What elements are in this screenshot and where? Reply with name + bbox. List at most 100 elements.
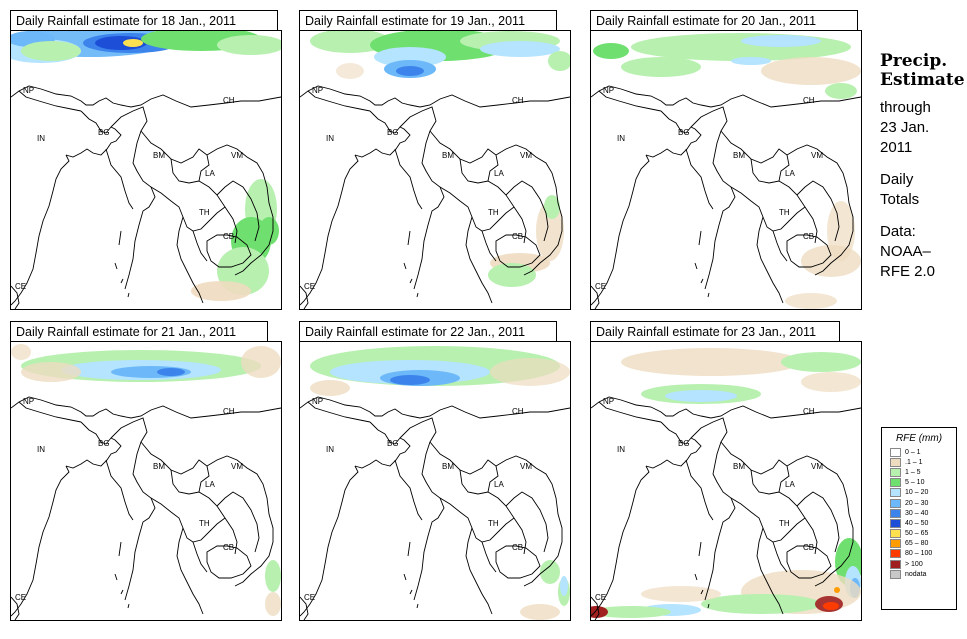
legend-swatch [890, 529, 901, 539]
boundary-line [300, 285, 309, 309]
rainfall-patch [631, 33, 851, 61]
caption-data: Data: [880, 223, 916, 240]
boundary-line [118, 541, 122, 557]
boundary-line [307, 90, 371, 112]
boundary-line [394, 148, 423, 210]
boundary-line [140, 130, 210, 182]
caption-heading-2: Estimate [880, 70, 965, 90]
legend-swatch [890, 488, 901, 498]
boundary-line [465, 216, 493, 304]
boundary-line [354, 421, 411, 469]
country-label: CH [512, 96, 524, 105]
boundary-line [354, 110, 411, 158]
panel-title: Daily Rainfall estimate for 23 Jan., 201… [590, 321, 840, 342]
boundary-line [598, 90, 662, 112]
country-label: IN [37, 134, 45, 143]
rainfall-patch [591, 606, 671, 618]
country-label: CB [223, 543, 234, 552]
country-label: CH [803, 407, 815, 416]
boundary-line [118, 230, 122, 246]
rainfall-patch [217, 35, 281, 55]
rainfall-patch [665, 390, 737, 402]
boundary-line [481, 541, 497, 573]
caption-year: 2011 [880, 139, 913, 156]
legend-item: nodata [882, 569, 956, 579]
boundary-line [114, 262, 118, 270]
boundary-line [429, 130, 499, 182]
boundary-line [786, 545, 832, 579]
boundary-line [495, 455, 563, 587]
rainfall-field [11, 344, 281, 616]
boundary-line [707, 292, 710, 298]
country-label: LA [205, 169, 215, 178]
rainfall-patch [548, 51, 570, 71]
legend-swatch [890, 539, 901, 549]
rainfall-patch [593, 43, 629, 59]
rainfall-patch [191, 281, 251, 301]
country-boundaries [11, 85, 281, 309]
rainfall-patch [488, 263, 536, 287]
rainfall-patch [11, 344, 31, 360]
legend-swatch [890, 508, 901, 518]
country-label: TH [199, 208, 210, 217]
boundary-line [598, 401, 662, 423]
country-label: LA [785, 169, 795, 178]
country-label: BG [387, 439, 399, 448]
legend-item: 30 – 40 [882, 508, 956, 518]
boundary-line [11, 285, 20, 309]
country-label: VM [811, 151, 823, 160]
boundary-line [459, 469, 527, 555]
legend-label: 5 – 10 [905, 479, 925, 487]
caption-date: 23 Jan. [880, 119, 930, 136]
rainfall-patch [310, 31, 390, 53]
rainfall-patch [801, 372, 861, 392]
country-label: CE [15, 593, 26, 602]
legend-item: 1 – 5 [882, 467, 956, 477]
rainfall-patch [761, 57, 861, 85]
boundary-line [150, 497, 226, 543]
rainfall-patch [157, 368, 185, 376]
country-label: BM [733, 462, 745, 471]
panel-title: Daily Rainfall estimate for 19 Jan., 201… [299, 10, 557, 31]
rainfall-field [591, 348, 861, 618]
legend-item: 20 – 30 [882, 498, 956, 508]
country-label: VM [231, 151, 243, 160]
rainfall-patch [374, 47, 446, 67]
boundary-line [150, 186, 226, 232]
boundary-line [720, 441, 790, 493]
boundary-line [206, 234, 252, 268]
boundary-line [399, 106, 445, 290]
boundary-line [216, 491, 260, 553]
rainfall-patch [823, 602, 839, 610]
legend-label: 0 – 1 [905, 448, 921, 456]
boundary-line [409, 278, 413, 284]
legend-label: > 100 [905, 560, 923, 568]
country-label: VM [811, 462, 823, 471]
country-label: BM [153, 151, 165, 160]
boundary-line [591, 596, 600, 620]
boundary-line [694, 262, 698, 270]
boundary-line [505, 491, 549, 553]
boundary-line [192, 541, 208, 573]
country-label: VM [231, 462, 243, 471]
boundary-line [120, 278, 124, 284]
country-label: TH [199, 519, 210, 528]
boundary-line [416, 292, 419, 298]
country-label: BM [442, 462, 454, 471]
boundary-line [403, 262, 407, 270]
boundary-line [170, 469, 238, 555]
caption-daily: Daily [880, 171, 914, 188]
rainfall-map: NP CH BG IN BM VM LA TH CB CE [10, 341, 282, 621]
boundary-line [698, 230, 702, 246]
country-label: CE [595, 593, 606, 602]
boundary-line [796, 491, 840, 553]
boundary-line [700, 589, 704, 595]
country-label: TH [488, 208, 499, 217]
boundary-line [481, 230, 497, 262]
legend-swatch [890, 447, 901, 457]
boundary-line [730, 186, 806, 232]
rainfall-patch [834, 587, 840, 593]
caption-totals: Totals [880, 191, 920, 208]
country-label: LA [494, 169, 504, 178]
country-label: CE [15, 282, 26, 291]
